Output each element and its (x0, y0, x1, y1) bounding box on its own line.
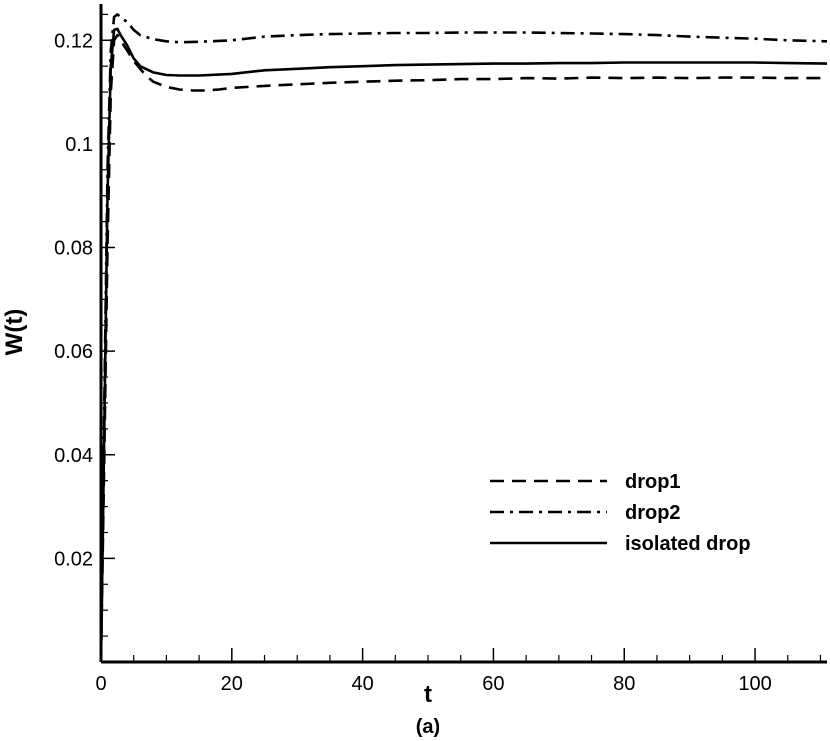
x-axis-title: t (424, 681, 432, 708)
x-tick-label: 60 (482, 673, 504, 695)
x-tick-label: 80 (613, 673, 635, 695)
y-axis-title: W(t) (1, 309, 28, 356)
series-line-isolated-drop (99, 27, 828, 663)
x-tick-label: 20 (221, 673, 243, 695)
x-tick-label: 100 (738, 673, 771, 695)
y-tick-label: 0.06 (54, 341, 93, 363)
y-tick-label: 0.1 (65, 134, 93, 156)
legend-label-isolated-drop: isolated drop (625, 533, 751, 555)
y-tick-label: 0.04 (54, 445, 93, 467)
legend-label-drop1: drop1 (625, 471, 681, 493)
legend: drop1 drop2 isolated drop (490, 471, 751, 555)
series-layer (99, 13, 828, 663)
axes: 0 20 40 60 80 100 0.02 0.04 0.06 0.08 0.1 0.12 (54, 4, 827, 695)
x-tick-label: 40 (351, 673, 373, 695)
figure-caption: (a) (416, 716, 440, 738)
legend-label-drop2: drop2 (625, 502, 681, 524)
y-tick-label: 0.08 (54, 238, 93, 260)
y-tick-label: 0.12 (54, 30, 93, 52)
series-line-drop2 (99, 13, 828, 663)
series-line-drop1 (99, 33, 827, 663)
y-tick-label: 0.02 (54, 548, 93, 570)
x-tick-label: 0 (95, 673, 106, 695)
